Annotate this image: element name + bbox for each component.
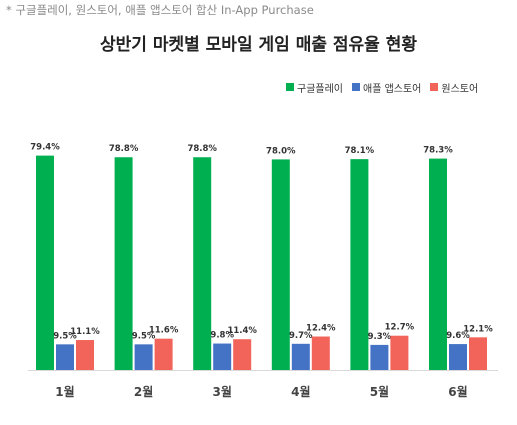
- data-label-app-store-6: 9.6%: [446, 331, 470, 341]
- x-tick-label-2: 2월: [134, 384, 153, 399]
- legend-swatch-one-store: [430, 83, 439, 91]
- data-label-one-store-5: 12.7%: [385, 323, 415, 333]
- bar-app-store-5: [370, 344, 389, 370]
- bar-google-play-3: [193, 157, 212, 370]
- data-label-google-play-6: 78.3%: [423, 146, 453, 156]
- legend-item-one-store: 원스토어: [430, 80, 478, 95]
- legend: 구글플레이 애플 앱스토어 원스토어: [286, 80, 478, 95]
- data-label-one-store-2: 11.6%: [149, 326, 179, 336]
- bar-app-store-3: [213, 343, 232, 370]
- legend-item-google-play: 구글플레이: [286, 80, 343, 95]
- x-tick-label-6: 6월: [448, 384, 467, 399]
- bar-app-store-6: [449, 344, 467, 370]
- x-tick-label-1: 1월: [55, 384, 74, 399]
- x-tick-label-4: 4월: [291, 384, 310, 399]
- legend-label-app-store: 애플 앱스토어: [363, 83, 422, 95]
- data-label-app-store-4: 9.7%: [289, 331, 313, 341]
- bar-app-store-1: [56, 344, 74, 370]
- data-label-app-store-3: 9.8%: [210, 331, 234, 341]
- bar-app-store-2: [134, 344, 153, 370]
- legend-item-app-store: 애플 앱스토어: [352, 80, 421, 95]
- footnote: * 구글플레이, 원스토어, 애플 앱스토어 합산 In-App Purchas…: [6, 3, 314, 17]
- bar-one-store-2: [154, 338, 173, 370]
- bar-google-play-6: [429, 158, 447, 370]
- legend-label-one-store: 원스토어: [441, 83, 479, 95]
- data-label-google-play-2: 78.8%: [109, 144, 139, 154]
- legend-swatch-app-store: [352, 83, 360, 91]
- bar-google-play-4: [271, 159, 290, 370]
- data-label-one-store-1: 11.1%: [70, 327, 100, 337]
- bar-one-store-5: [390, 335, 409, 370]
- data-label-google-play-1: 79.4%: [30, 143, 60, 153]
- bar-one-store-4: [311, 336, 330, 370]
- legend-label-google-play: 구글플레이: [297, 83, 343, 95]
- x-tick-label-3: 3월: [213, 384, 232, 399]
- bar-app-store-4: [291, 343, 310, 370]
- data-label-one-store-6: 12.1%: [463, 324, 493, 334]
- data-label-app-store-1: 9.5%: [53, 331, 77, 341]
- bar-one-store-1: [76, 340, 94, 370]
- data-label-one-store-3: 11.4%: [227, 326, 257, 336]
- data-label-one-store-4: 12.4%: [306, 324, 336, 334]
- data-label-google-play-3: 78.8%: [187, 144, 217, 154]
- bar-google-play-2: [114, 157, 133, 370]
- legend-swatch-google-play: [286, 83, 294, 91]
- x-tick-label-5: 5월: [370, 384, 389, 399]
- data-label-app-store-5: 9.3%: [368, 332, 392, 342]
- bar-one-store-6: [469, 337, 487, 370]
- chart-title: 상반기 마켓별 모바일 게임 매출 점유율 현황: [99, 35, 418, 55]
- bar-google-play-1: [36, 155, 54, 370]
- bar-google-play-5: [350, 159, 369, 370]
- data-label-google-play-4: 78.0%: [266, 146, 296, 156]
- data-label-google-play-5: 78.1%: [345, 146, 375, 156]
- data-label-app-store-2: 9.5%: [132, 331, 156, 341]
- bar-one-store-3: [233, 339, 252, 370]
